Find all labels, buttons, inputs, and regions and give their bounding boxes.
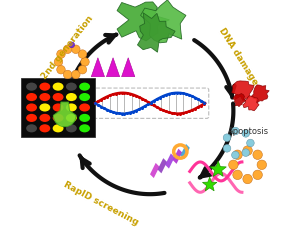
Polygon shape [106, 58, 120, 77]
Polygon shape [232, 82, 254, 101]
Ellipse shape [39, 114, 50, 123]
Circle shape [253, 170, 262, 180]
Circle shape [54, 58, 63, 67]
Ellipse shape [53, 83, 64, 91]
Circle shape [253, 150, 262, 160]
FancyBboxPatch shape [21, 78, 95, 138]
Circle shape [233, 170, 242, 180]
Ellipse shape [79, 104, 90, 112]
Circle shape [242, 130, 250, 138]
Circle shape [243, 174, 252, 184]
Polygon shape [180, 144, 190, 159]
Polygon shape [243, 96, 259, 111]
Circle shape [78, 51, 87, 59]
Circle shape [81, 58, 89, 67]
Circle shape [257, 160, 266, 170]
Polygon shape [122, 58, 135, 77]
Ellipse shape [66, 114, 77, 123]
Ellipse shape [26, 114, 37, 123]
Polygon shape [233, 94, 246, 107]
Circle shape [69, 43, 75, 49]
Polygon shape [202, 177, 217, 191]
Ellipse shape [66, 83, 77, 91]
Polygon shape [53, 103, 76, 127]
Circle shape [72, 46, 80, 54]
Ellipse shape [26, 104, 37, 112]
Ellipse shape [39, 104, 50, 112]
Ellipse shape [79, 125, 90, 133]
Circle shape [233, 150, 242, 160]
Ellipse shape [26, 94, 37, 102]
Polygon shape [141, 1, 186, 44]
Ellipse shape [53, 125, 64, 133]
Ellipse shape [66, 94, 77, 102]
Ellipse shape [39, 125, 50, 133]
Ellipse shape [53, 114, 64, 123]
Circle shape [242, 149, 250, 157]
Circle shape [232, 152, 239, 159]
Ellipse shape [66, 125, 77, 133]
Circle shape [243, 146, 252, 156]
Text: RapID screening: RapID screening [62, 180, 140, 226]
Circle shape [223, 145, 231, 153]
Polygon shape [210, 161, 226, 177]
Ellipse shape [39, 94, 50, 102]
Ellipse shape [79, 83, 90, 91]
Ellipse shape [53, 104, 64, 112]
Ellipse shape [53, 94, 64, 102]
Polygon shape [91, 58, 104, 77]
Text: Apoptosis: Apoptosis [228, 127, 269, 136]
Circle shape [57, 66, 65, 75]
Ellipse shape [66, 104, 77, 112]
Polygon shape [158, 158, 167, 174]
Polygon shape [165, 154, 175, 169]
FancyBboxPatch shape [91, 89, 209, 119]
Ellipse shape [39, 83, 50, 91]
Ellipse shape [26, 125, 37, 133]
Polygon shape [173, 149, 182, 164]
Polygon shape [117, 3, 169, 42]
Ellipse shape [26, 83, 37, 91]
Circle shape [247, 140, 254, 147]
Circle shape [229, 160, 238, 170]
Ellipse shape [79, 114, 90, 123]
Circle shape [223, 134, 231, 142]
Circle shape [63, 46, 72, 54]
Polygon shape [251, 85, 269, 104]
Circle shape [63, 71, 72, 79]
Circle shape [57, 51, 65, 59]
Text: DNA damage: DNA damage [217, 26, 260, 87]
Circle shape [72, 71, 80, 79]
Polygon shape [137, 14, 175, 53]
Ellipse shape [79, 94, 90, 102]
Polygon shape [150, 163, 160, 178]
Circle shape [232, 128, 239, 135]
Circle shape [78, 66, 87, 75]
Text: 2nd generation: 2nd generation [40, 14, 95, 81]
